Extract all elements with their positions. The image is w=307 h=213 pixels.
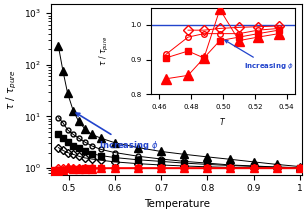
- X-axis label: Temperature: Temperature: [144, 199, 210, 209]
- Text: Increasing $\phi$: Increasing $\phi$: [76, 113, 158, 152]
- Y-axis label: $\tau$ / $\tau_{pure}$: $\tau$ / $\tau_{pure}$: [4, 69, 18, 110]
